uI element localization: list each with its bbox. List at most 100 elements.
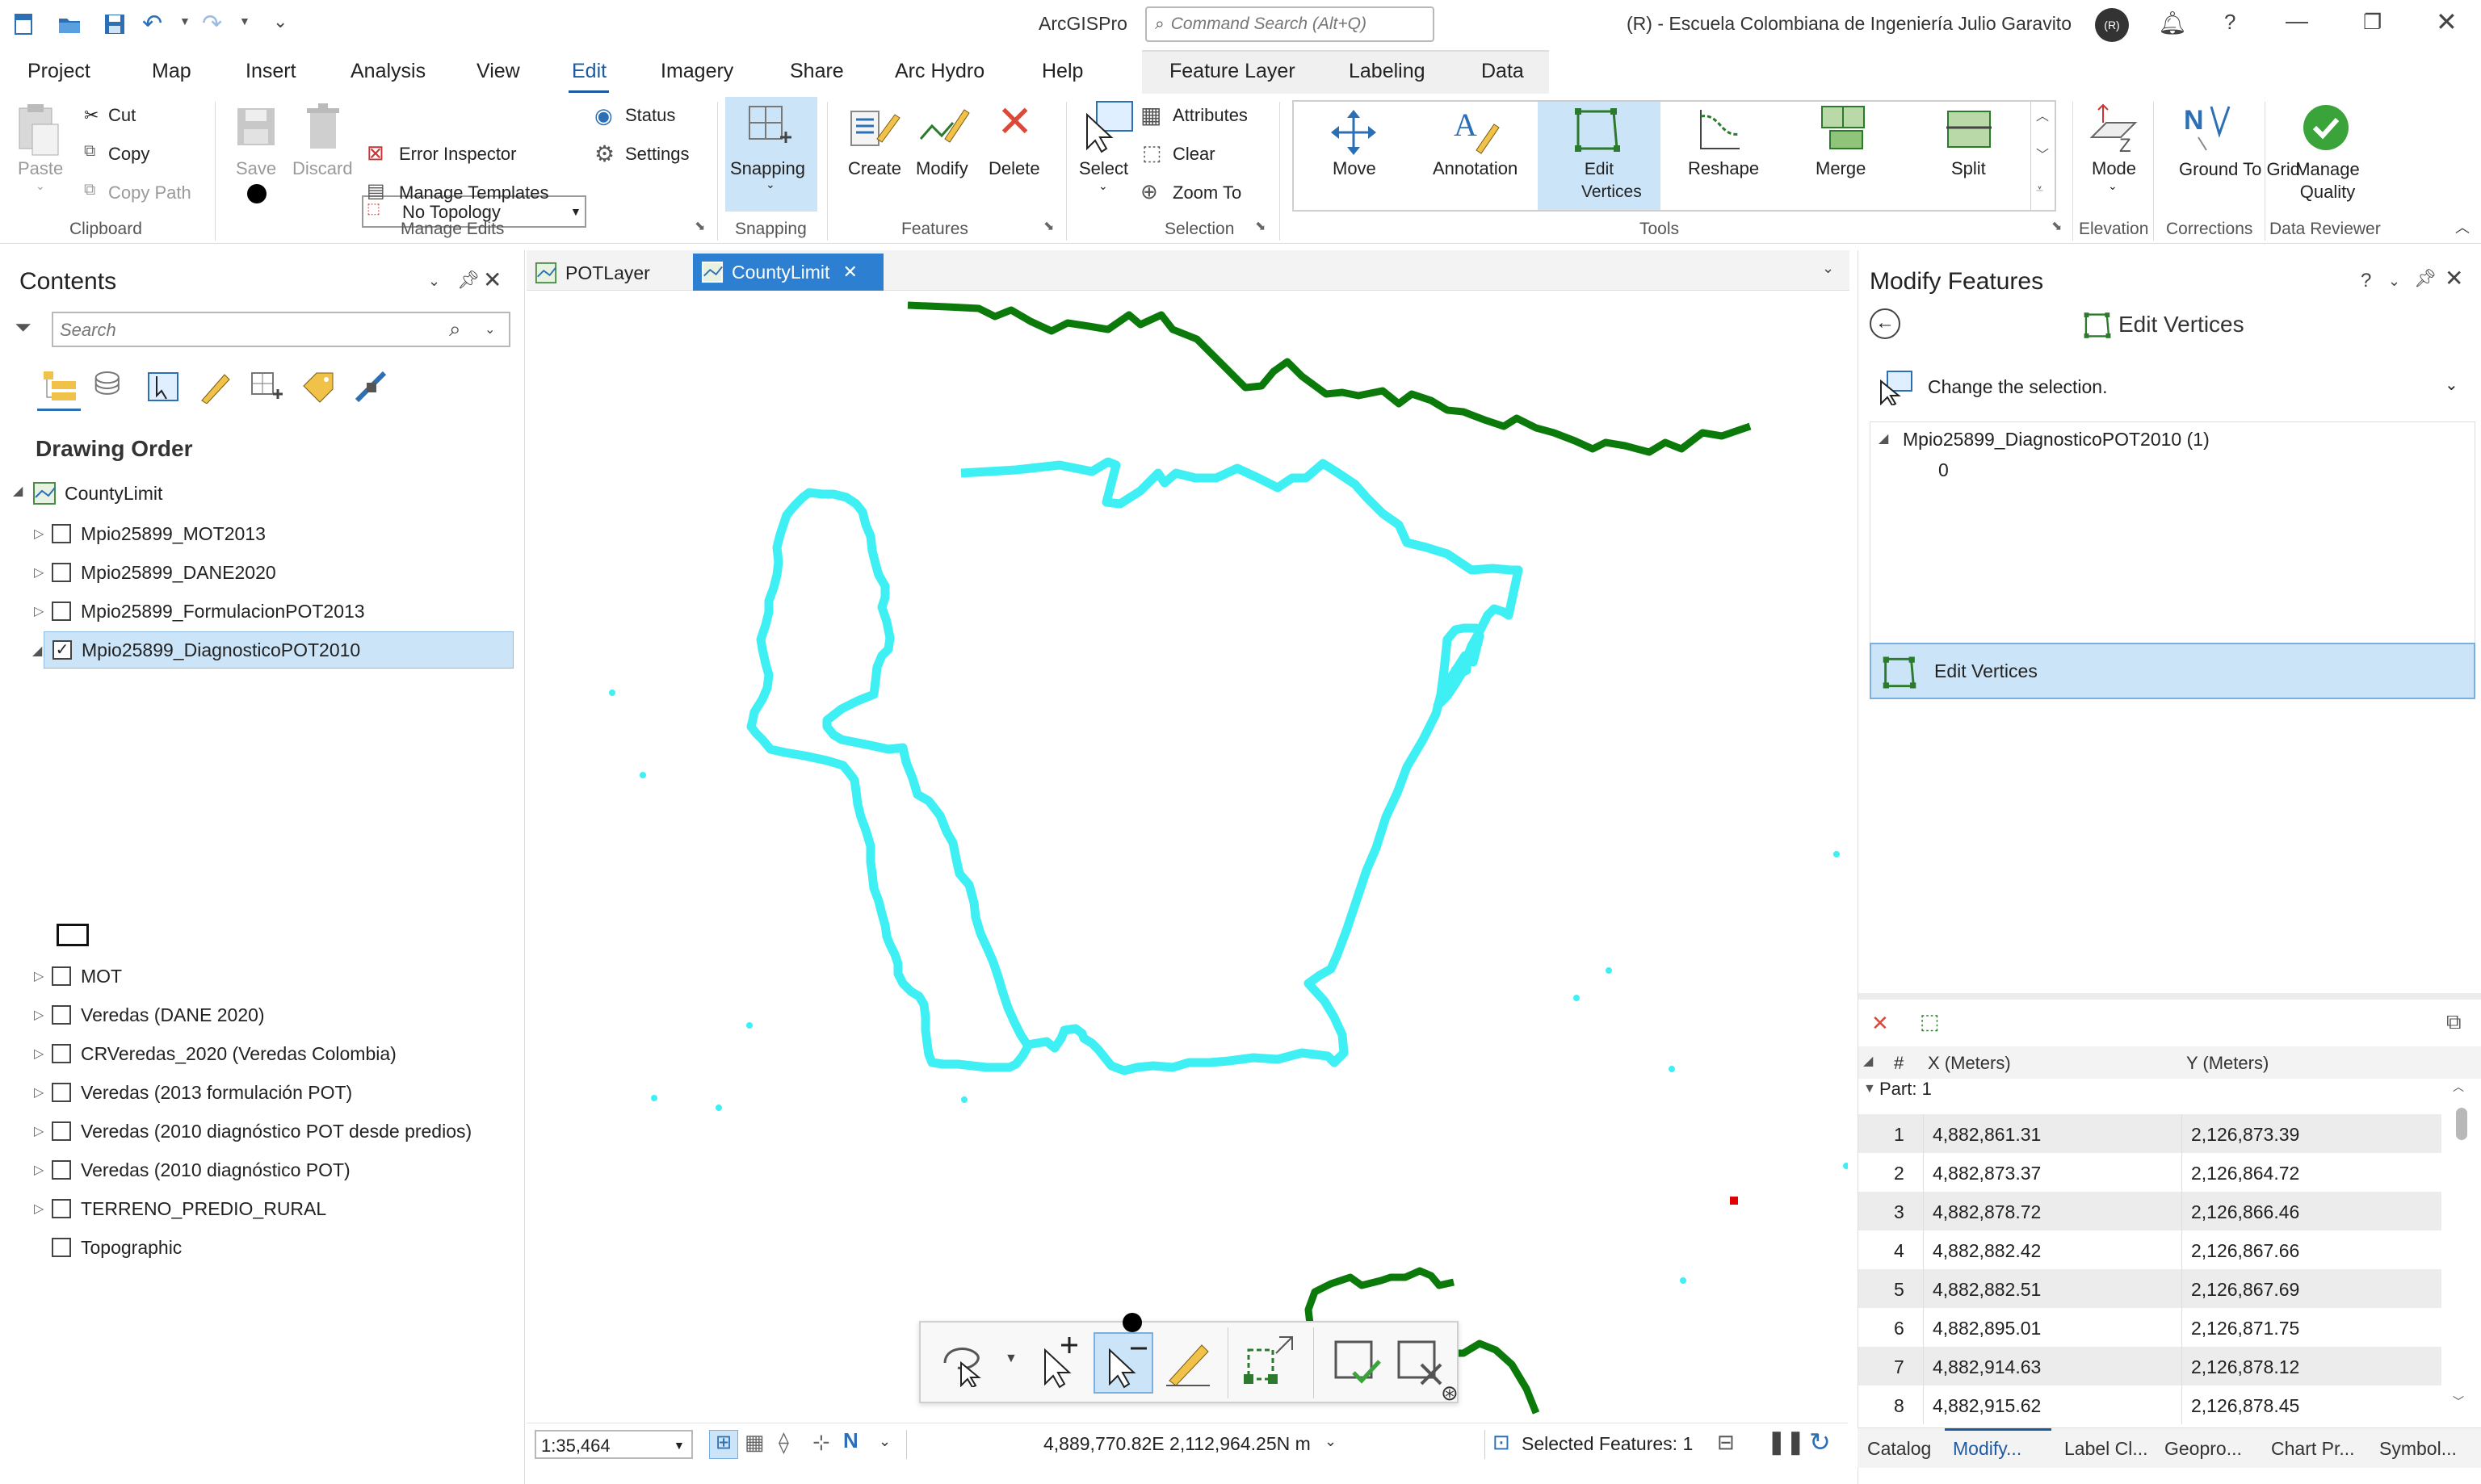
table-row[interactable]: 3 4,882,878.72 2,126,866.46: [1858, 1192, 2441, 1230]
discard-edit-x-icon[interactable]: [1394, 1337, 1447, 1390]
tab-view[interactable]: View: [476, 60, 520, 82]
tree-layer-node[interactable]: Mpio25899_DiagnosticoPOT2010 (1): [1903, 429, 2210, 450]
tab-list-chevron-icon[interactable]: ⌄: [1822, 260, 1835, 276]
tab-share[interactable]: Share: [790, 60, 844, 82]
expand-icon[interactable]: ▷: [34, 605, 44, 618]
discard-edits-icon[interactable]: [300, 102, 346, 152]
close-window-icon[interactable]: ✕: [2436, 7, 2458, 36]
layer-row-veredas-dane2020[interactable]: ▷ Veredas (DANE 2020): [34, 1004, 265, 1025]
layer-visibility-checkbox[interactable]: [52, 1005, 71, 1025]
notifications-bell-icon[interactable]: 🔔︎: [2158, 10, 2187, 36]
tab-edit[interactable]: Edit: [572, 60, 607, 82]
layer-row-dane2020[interactable]: ▷ Mpio25899_DANE2020: [34, 561, 276, 583]
layer-visibility-checkbox[interactable]: [52, 1121, 71, 1141]
customize-toolbar-icon[interactable]: ⌄: [273, 11, 288, 31]
split-tool[interactable]: Split: [1951, 158, 1986, 178]
expand-icon[interactable]: ▷: [34, 1047, 44, 1061]
dialog-launcher-icon[interactable]: ⬊: [2051, 220, 2063, 233]
ground-to-grid-button[interactable]: Ground To Grid: [2179, 159, 2301, 179]
gallery-down-icon[interactable]: ﹀: [2036, 149, 2050, 162]
help-icon[interactable]: ?: [2361, 270, 2372, 291]
avatar[interactable]: (R): [2095, 8, 2129, 42]
tab-symbology[interactable]: Symbol...: [2379, 1438, 2457, 1459]
tab-countylimit-active[interactable]: CountyLimit ✕: [693, 254, 884, 291]
save-edits-button[interactable]: Save: [236, 158, 277, 178]
delete-button[interactable]: Delete: [989, 158, 1040, 178]
continue-feature-pencil-icon[interactable]: [1161, 1334, 1218, 1390]
minimize-icon[interactable]: —: [2286, 8, 2308, 33]
layer-visibility-checkbox[interactable]: [52, 1199, 71, 1218]
move-tool[interactable]: Move: [1333, 158, 1376, 178]
contents-search-input[interactable]: Search ⌕ ⌄: [52, 312, 510, 347]
ground-to-grid-icon[interactable]: N: [2182, 102, 2235, 155]
elevation-mode-button[interactable]: Mode: [2092, 158, 2137, 178]
scroll-thumb[interactable]: [2456, 1108, 2467, 1140]
restore-icon[interactable]: ❐: [2363, 10, 2382, 34]
edit-vertices-tool[interactable]: Edit Vertices: [1581, 160, 1642, 201]
add-vertex-icon[interactable]: [1034, 1334, 1087, 1390]
expand-icon[interactable]: ▷: [34, 1008, 44, 1022]
tab-arc-hydro[interactable]: Arc Hydro: [895, 60, 985, 82]
back-arrow-icon[interactable]: ←: [1870, 308, 1900, 339]
collapse-icon[interactable]: ▼: [1863, 1082, 1876, 1096]
pin-icon[interactable]: 📌︎: [2414, 268, 2437, 288]
move-icon[interactable]: [1329, 108, 1378, 157]
create-button[interactable]: Create: [848, 158, 902, 178]
tab-catalog[interactable]: Catalog: [1867, 1438, 1932, 1459]
modify-button[interactable]: Modify: [916, 158, 968, 178]
layer-visibility-checkbox[interactable]: [52, 1238, 71, 1257]
pause-drawing-icon[interactable]: ❚❚: [1767, 1429, 1805, 1454]
vertex-properties-icon[interactable]: [1240, 1334, 1299, 1390]
chevron-down-icon[interactable]: ▼: [1005, 1352, 1018, 1365]
list-by-drawing-order-icon[interactable]: [40, 368, 81, 405]
edit-vertices-icon[interactable]: [1573, 107, 1622, 153]
chevron-down-icon[interactable]: ⌄: [879, 1433, 892, 1449]
elevation-mode-icon[interactable]: Z: [2088, 102, 2139, 155]
tab-project[interactable]: Project: [27, 60, 90, 82]
copy-button[interactable]: Copy: [108, 144, 150, 164]
delete-vertex-tool-active[interactable]: [1094, 1332, 1153, 1394]
settings-button[interactable]: Settings: [625, 144, 690, 164]
tab-geoprocessing[interactable]: Geopro...: [2164, 1438, 2242, 1459]
reshape-icon[interactable]: [1696, 105, 1744, 153]
chevron-down-icon[interactable]: ⌄: [1098, 179, 1108, 192]
expand-icon[interactable]: ▷: [34, 566, 44, 580]
close-pane-icon[interactable]: ✕: [483, 267, 502, 292]
selected-features-count[interactable]: Selected Features: 1: [1522, 1433, 1694, 1454]
manage-quality-check-icon[interactable]: [2300, 102, 2352, 153]
redo-icon[interactable]: ↷: [202, 10, 223, 37]
reshape-tool[interactable]: Reshape: [1688, 158, 1760, 178]
layer-visibility-checkbox[interactable]: [52, 524, 71, 543]
expand-icon[interactable]: ▷: [34, 970, 44, 983]
pane-splitter[interactable]: [1858, 993, 2481, 1000]
snapping-toggle-icon[interactable]: ⊞: [709, 1430, 738, 1459]
select-icon[interactable]: [1079, 99, 1137, 155]
layer-row-veredas-2010-predios[interactable]: ▷ Veredas (2010 diagnóstico POT desde pre…: [34, 1120, 472, 1142]
finish-edit-check-icon[interactable]: [1331, 1337, 1384, 1390]
constraints-icon[interactable]: ⟠: [779, 1430, 789, 1454]
refresh-icon[interactable]: ↻: [1809, 1427, 1831, 1457]
dialog-launcher-icon[interactable]: ⬊: [1043, 220, 1055, 233]
layer-row-crveredas2020[interactable]: ▷ CRVeredas_2020 (Veredas Colombia): [34, 1042, 397, 1064]
list-by-selection-icon[interactable]: [145, 370, 181, 404]
annotation-tool[interactable]: Annotation: [1433, 158, 1518, 178]
expand-icon[interactable]: ▷: [34, 527, 44, 541]
tree-feature-node[interactable]: 0: [1938, 459, 1949, 480]
dialog-launcher-icon[interactable]: ⬊: [695, 220, 706, 233]
gallery-up-icon[interactable]: ︿: [2036, 110, 2050, 124]
table-row[interactable]: 2 4,882,873.37 2,126,864.72: [1894, 1163, 2300, 1184]
collapse-layer-icon[interactable]: ◢: [32, 644, 43, 658]
delete-x-icon[interactable]: ✕: [997, 98, 1034, 146]
layer-row-topographic[interactable]: Topographic: [0, 1229, 517, 1266]
new-project-icon[interactable]: [11, 11, 37, 37]
expand-icon[interactable]: ▷: [34, 1086, 44, 1100]
redo-dropdown-icon[interactable]: ▼: [239, 15, 250, 27]
gallery-scroll[interactable]: ︿ ﹀ ⩡: [2030, 102, 2055, 210]
paste-icon[interactable]: [15, 102, 63, 158]
save-project-icon[interactable]: [102, 11, 128, 37]
error-inspector-button[interactable]: Error Inspector: [399, 144, 517, 164]
zoom-to-button[interactable]: Zoom To: [1173, 182, 1242, 203]
status-button[interactable]: Status: [625, 105, 676, 125]
collapse-icon[interactable]: ◢: [1863, 1054, 1874, 1068]
list-by-data-source-icon[interactable]: ⛁: [94, 367, 121, 402]
